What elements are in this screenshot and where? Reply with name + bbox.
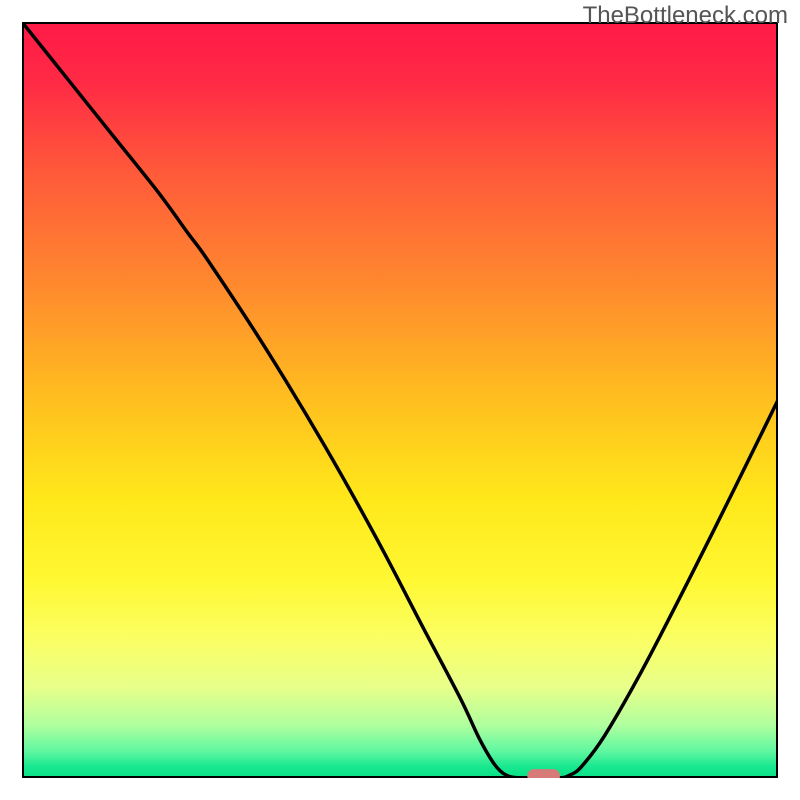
bottleneck-chart <box>22 22 778 778</box>
optimal-marker <box>528 770 560 778</box>
chart-background <box>22 22 778 778</box>
watermark-text: TheBottleneck.com <box>583 2 788 30</box>
chart-svg <box>22 22 778 778</box>
